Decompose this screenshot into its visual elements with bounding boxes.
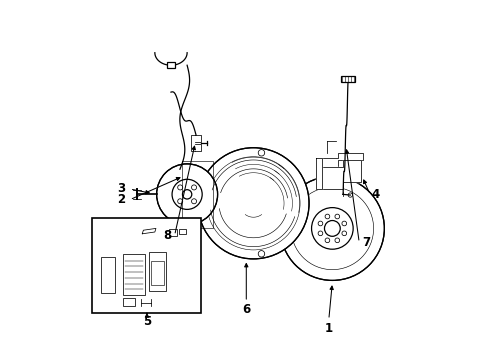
Bar	[169, 229, 177, 235]
Polygon shape	[316, 153, 362, 167]
Bar	[92, 218, 201, 313]
Text: 5: 5	[142, 315, 151, 328]
Bar	[148, 252, 165, 291]
Circle shape	[198, 148, 308, 259]
Bar	[122, 298, 135, 306]
Text: 2: 2	[117, 193, 124, 206]
Bar	[101, 257, 115, 293]
Bar	[167, 62, 174, 68]
Text: 3: 3	[117, 183, 124, 195]
Bar	[340, 76, 354, 82]
Text: 8: 8	[163, 229, 171, 242]
Polygon shape	[142, 228, 156, 234]
Text: 4: 4	[370, 188, 379, 201]
Polygon shape	[321, 160, 360, 189]
Polygon shape	[316, 158, 321, 189]
Circle shape	[280, 176, 384, 280]
Bar	[179, 229, 185, 234]
Bar	[122, 253, 144, 295]
Text: 1: 1	[324, 322, 332, 335]
Bar	[151, 261, 163, 285]
Text: 6: 6	[242, 303, 250, 316]
Text: 7: 7	[362, 236, 370, 249]
Circle shape	[326, 167, 337, 179]
Circle shape	[156, 164, 217, 225]
